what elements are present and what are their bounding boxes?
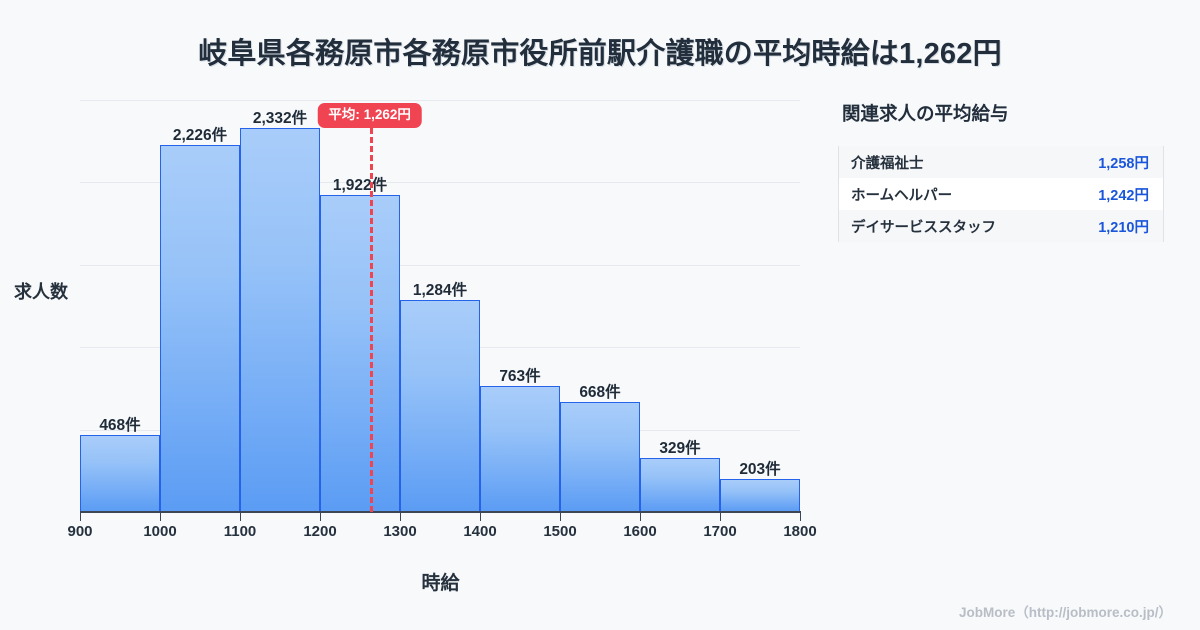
- x-tick-label: 1000: [143, 523, 177, 540]
- bar-value-label: 203件: [739, 460, 781, 478]
- x-tick-mark: [720, 512, 722, 521]
- bar-value-label: 668件: [579, 383, 621, 401]
- average-badge: 平均: 1,262円: [317, 103, 422, 128]
- y-axis-label: 求人数: [14, 282, 68, 302]
- average-line: [369, 128, 373, 512]
- bar: [160, 145, 240, 512]
- bar-value-label: 1,922件: [332, 177, 388, 195]
- bar: [480, 386, 560, 512]
- bar: [320, 195, 400, 512]
- related-salary-value: 1,210円: [1098, 219, 1149, 236]
- related-salary-table: 介護福祉士 1,258円ホームヘルパー 1,242円デイサービススタッフ 1,210円: [838, 146, 1164, 242]
- bar: [640, 457, 720, 512]
- gridline: [80, 182, 800, 184]
- x-tick-label: 1100: [223, 523, 257, 540]
- x-tick-label: 900: [67, 523, 93, 540]
- x-tick-mark: [800, 512, 802, 521]
- page-title: 岐阜県各務原市各務原市役所前駅介護職の平均時給は1,262円: [198, 38, 1002, 70]
- x-tick-label: 1300: [383, 523, 417, 540]
- bar-value-label: 329件: [659, 439, 701, 457]
- bar-value-label: 468件: [99, 416, 141, 434]
- x-tick-label: 1800: [783, 523, 817, 540]
- x-tick-label: 1400: [463, 523, 497, 540]
- related-salary-row: デイサービススタッフ 1,210円: [839, 210, 1163, 242]
- x-tick-mark: [400, 512, 402, 521]
- bar-value-label: 2,332件: [252, 109, 308, 127]
- related-salary-job-name: ホームヘルパー: [851, 187, 953, 204]
- related-salary-title: 関連求人の平均給与: [842, 103, 1009, 124]
- x-tick-mark: [480, 512, 482, 521]
- x-tick-mark: [320, 512, 322, 521]
- x-axis-line: [80, 511, 801, 513]
- gridline: [80, 100, 800, 101]
- related-salary-row: 介護福祉士 1,258円: [839, 146, 1163, 178]
- x-tick-mark: [160, 512, 162, 521]
- x-tick-mark: [240, 512, 242, 521]
- bar: [560, 401, 640, 512]
- watermark: JobMore（http://jobmore.co.jp/）: [959, 605, 1172, 620]
- related-salary-panel: 関連求人の平均給与 介護福祉士 1,258円ホームヘルパー 1,242円デイサービス…: [838, 100, 1168, 242]
- gridline: [80, 264, 800, 266]
- x-tick-mark: [80, 512, 82, 521]
- related-salary-job-name: デイサービススタッフ: [851, 219, 996, 236]
- related-salary-row: ホームヘルパー 1,242円: [839, 178, 1163, 210]
- related-salary-value: 1,258円: [1098, 155, 1149, 172]
- x-tick-mark: [560, 512, 562, 521]
- x-tick-label: 1700: [703, 523, 737, 540]
- bar: [240, 127, 320, 512]
- bar: [720, 478, 800, 512]
- related-salary-value: 1,242円: [1098, 187, 1149, 204]
- bar: [400, 300, 480, 512]
- bar-value-label: 2,226件: [172, 127, 228, 145]
- bar-value-label: 1,284件: [412, 282, 468, 300]
- x-tick-label: 1600: [623, 523, 657, 540]
- bar: [80, 434, 160, 512]
- x-tick-label: 1500: [543, 523, 577, 540]
- related-salary-job-name: 介護福祉士: [851, 155, 924, 172]
- x-tick-mark: [640, 512, 642, 521]
- x-axis-label: 時給: [421, 573, 460, 594]
- x-tick-label: 1200: [303, 523, 337, 540]
- bar-value-label: 763件: [499, 368, 541, 386]
